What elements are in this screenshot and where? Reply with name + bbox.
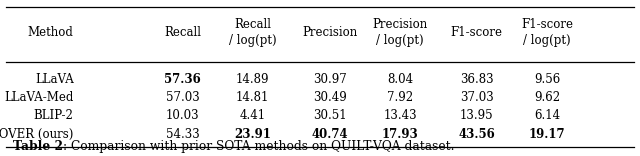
Text: 4.41: 4.41 (240, 109, 266, 122)
Text: 37.03: 37.03 (460, 91, 493, 104)
Text: 30.49: 30.49 (313, 91, 346, 104)
Text: LLaVA: LLaVA (35, 73, 74, 86)
Text: Precision
/ log(pt): Precision / log(pt) (372, 18, 428, 47)
Text: 6.14: 6.14 (534, 109, 560, 122)
Text: Table 2: Table 2 (13, 140, 63, 153)
Text: 54.33: 54.33 (166, 128, 199, 141)
Text: 36.83: 36.83 (460, 73, 493, 86)
Text: 57.36: 57.36 (164, 73, 201, 86)
Text: 14.89: 14.89 (236, 73, 269, 86)
Text: 9.62: 9.62 (534, 91, 560, 104)
Text: 14.81: 14.81 (236, 91, 269, 104)
Text: 57.03: 57.03 (166, 91, 199, 104)
Text: 13.43: 13.43 (383, 109, 417, 122)
Text: 19.17: 19.17 (529, 128, 566, 141)
Text: Recall
/ log(pt): Recall / log(pt) (229, 18, 276, 47)
Text: BLIP-2: BLIP-2 (34, 109, 74, 122)
Text: 23.91: 23.91 (234, 128, 271, 141)
Text: 8.04: 8.04 (387, 73, 413, 86)
Text: 9.56: 9.56 (534, 73, 561, 86)
Text: CLOVER (ours): CLOVER (ours) (0, 128, 74, 141)
Text: Method: Method (28, 26, 74, 39)
Text: Recall: Recall (164, 26, 201, 39)
Text: F1-score
/ log(pt): F1-score / log(pt) (521, 18, 573, 47)
Text: 10.03: 10.03 (166, 109, 199, 122)
Text: 17.93: 17.93 (381, 128, 419, 141)
Text: LLaVA-Med: LLaVA-Med (4, 91, 74, 104)
Text: 43.56: 43.56 (458, 128, 495, 141)
Text: Precision: Precision (302, 26, 357, 39)
Text: 7.92: 7.92 (387, 91, 413, 104)
Text: 30.51: 30.51 (313, 109, 346, 122)
Text: : Comparison with prior SOTA methods on QUILT-VQA dataset.: : Comparison with prior SOTA methods on … (63, 140, 455, 153)
Text: 40.74: 40.74 (311, 128, 348, 141)
Text: 13.95: 13.95 (460, 109, 493, 122)
Text: F1-score: F1-score (451, 26, 503, 39)
Text: 30.97: 30.97 (313, 73, 346, 86)
